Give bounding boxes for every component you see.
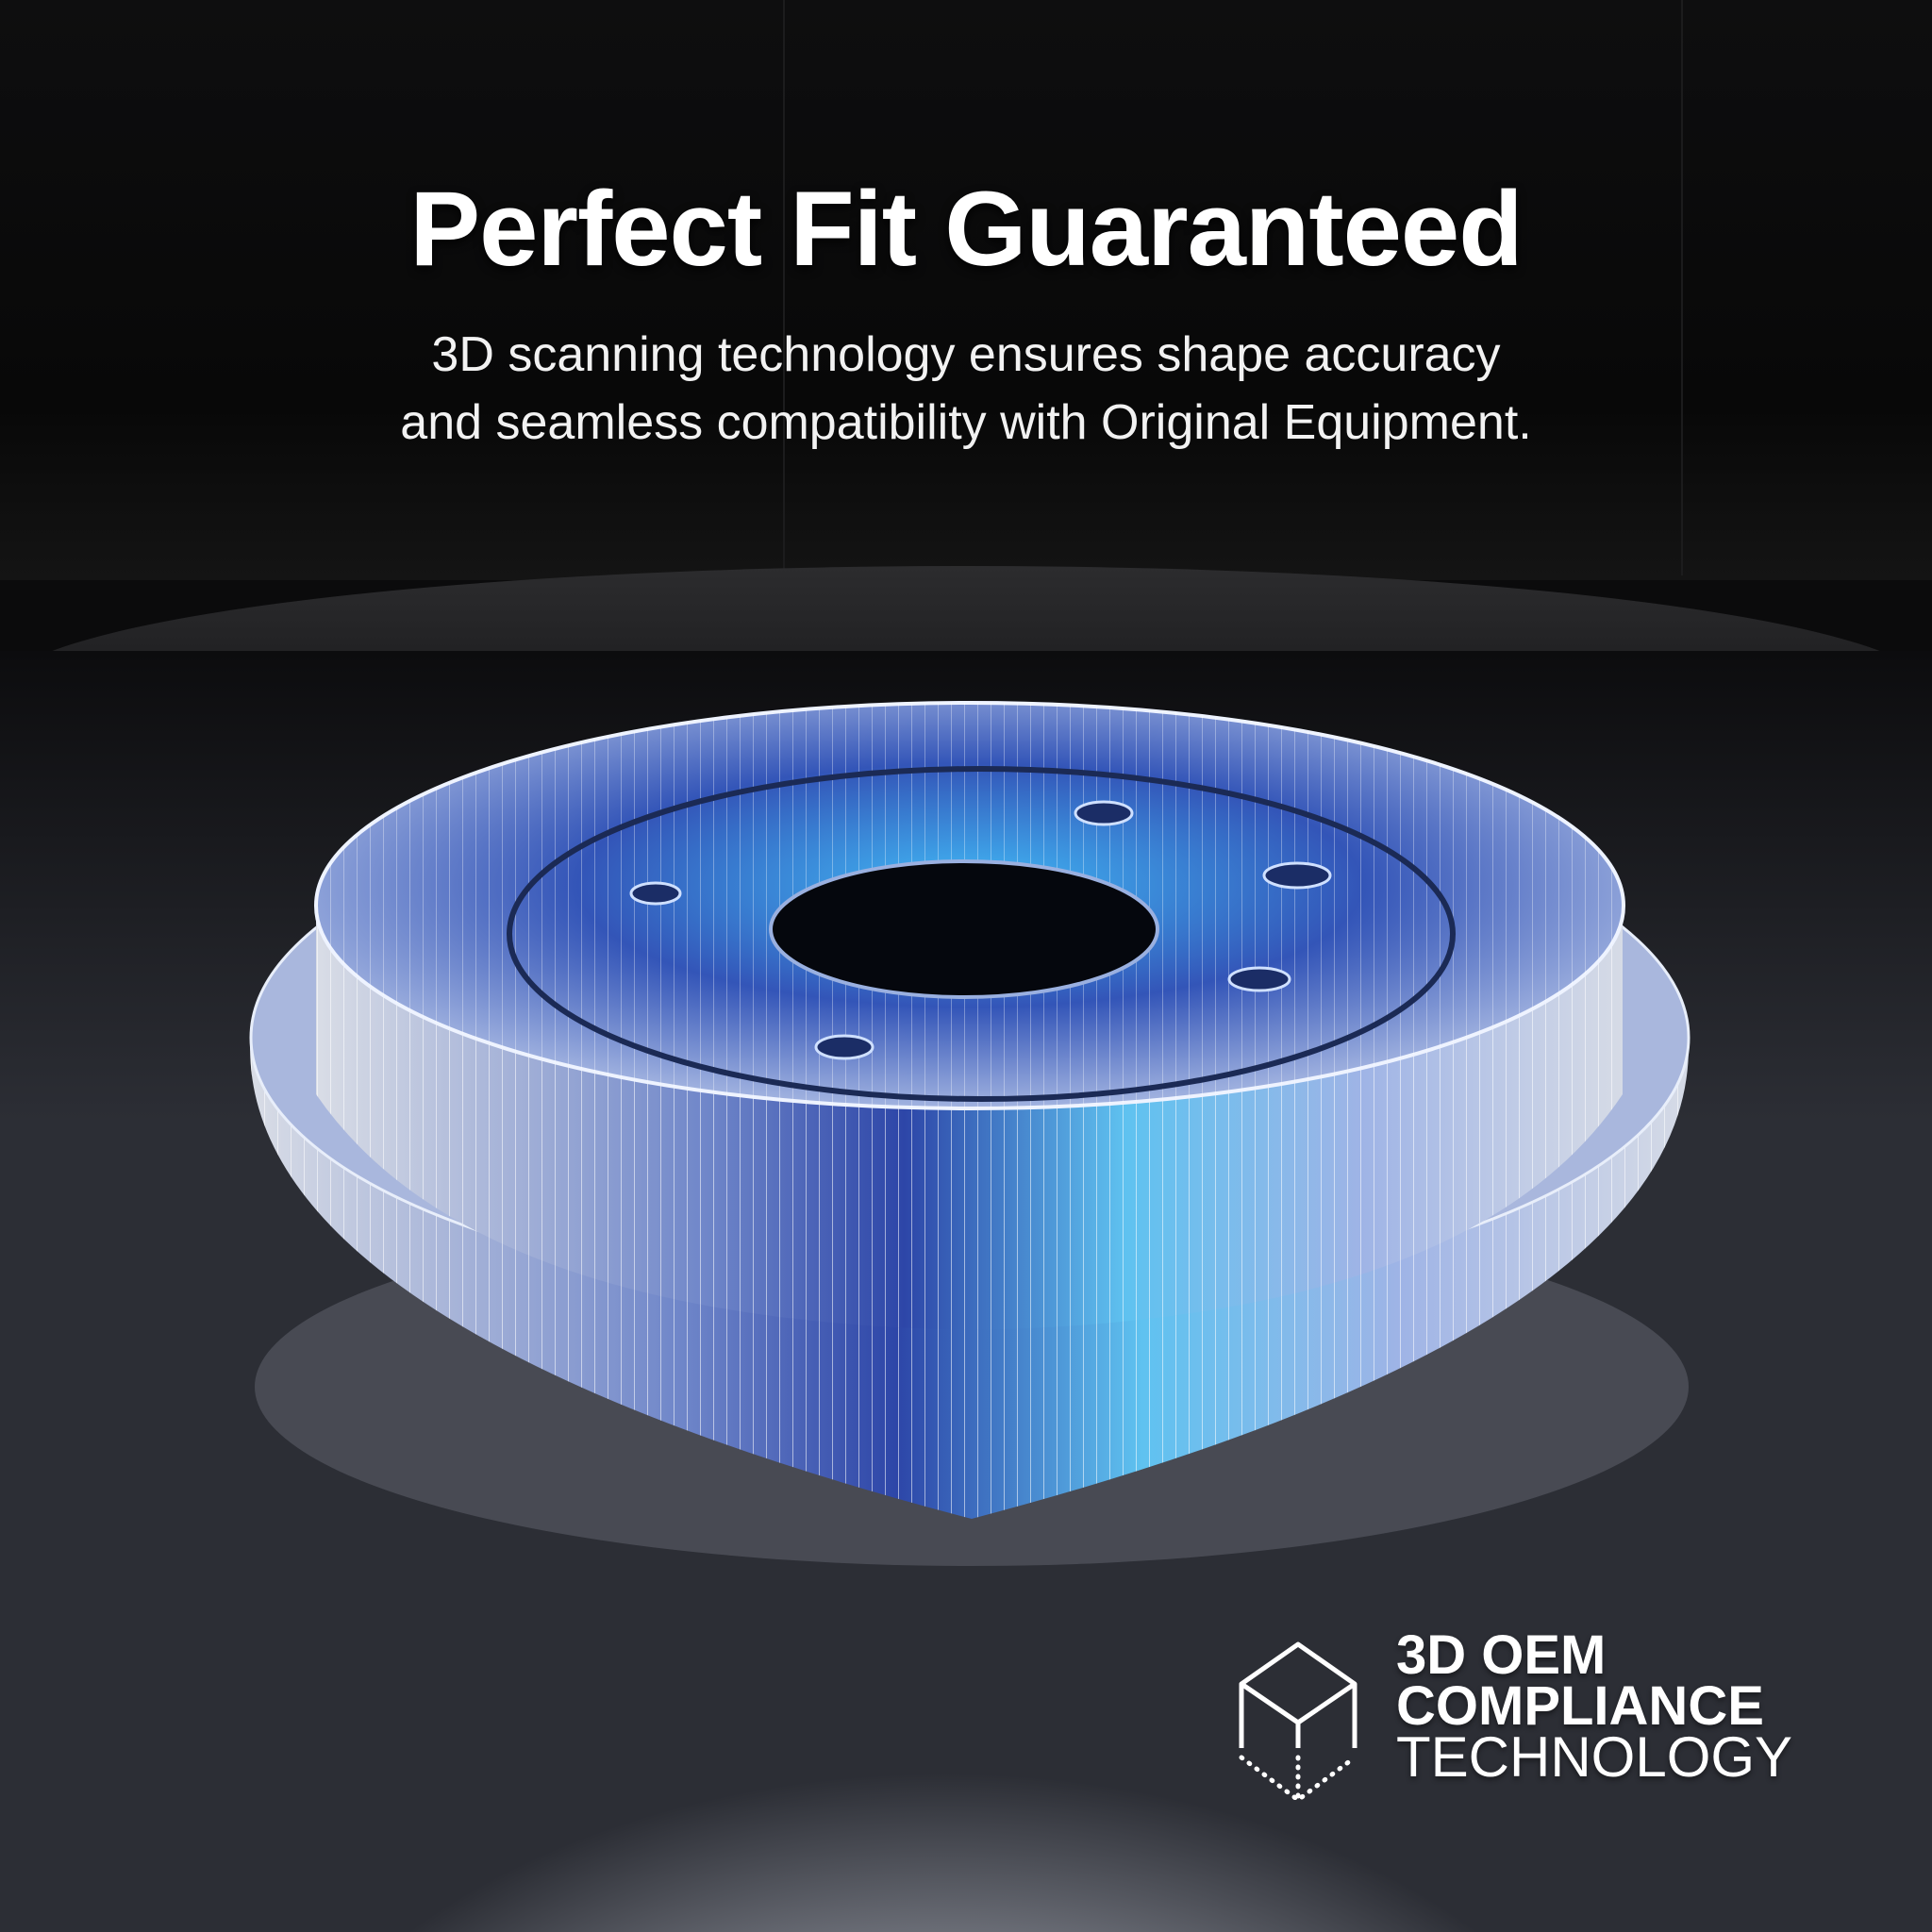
- badge-line-1: 3D OEM: [1396, 1624, 1607, 1686]
- dark-backdrop: [0, 0, 1932, 580]
- oem-compliance-badge: 3D OEM COMPLIANCE TECHNOLOGY: [1396, 1624, 1793, 1789]
- lug-holes: [629, 800, 1332, 1060]
- panel-seam: [783, 0, 785, 575]
- subtitle-line-2: and seamless compatibility with Original…: [400, 395, 1532, 450]
- hub-edge: [507, 766, 1456, 1102]
- badge-line-2: COMPLIANCE: [1396, 1675, 1764, 1737]
- subtitle-line-1: 3D scanning technology ensures shape acc…: [431, 327, 1501, 382]
- center-bore: [769, 859, 1159, 999]
- panel-seam: [1681, 0, 1683, 575]
- headline: Perfect Fit Guaranteed: [409, 170, 1523, 288]
- wireframe-cube-icon: [1239, 1641, 1357, 1800]
- badge-line-3: TECHNOLOGY: [1396, 1725, 1793, 1789]
